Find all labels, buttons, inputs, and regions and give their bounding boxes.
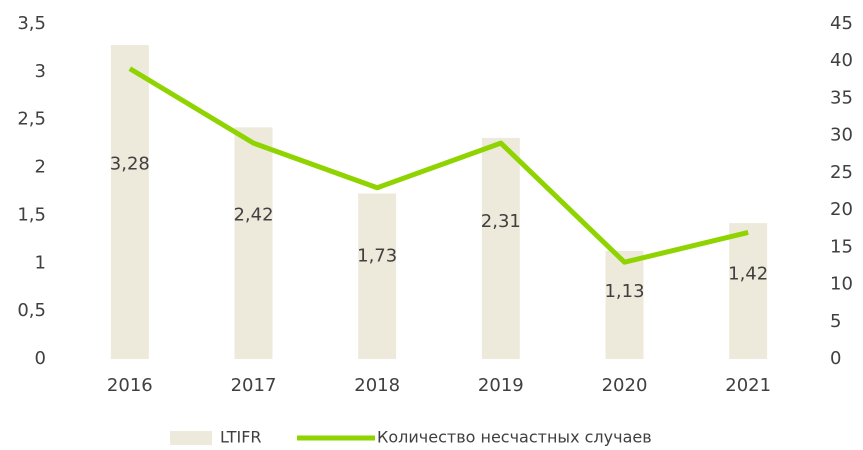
x-tick-label: 2016: [107, 375, 153, 396]
data-label: 2,42: [233, 204, 273, 225]
data-label: 3,28: [110, 153, 150, 174]
legend-label: Количество несчастных случаев: [377, 428, 652, 447]
x-tick-label: 2020: [602, 375, 648, 396]
x-tick-label: 2021: [725, 375, 771, 396]
x-tick-label: 2018: [354, 375, 400, 396]
y-tick-label: 1,5: [17, 204, 46, 225]
bar: [110, 45, 149, 360]
y2-tick-label: 10: [830, 274, 853, 295]
y2-tick-label: 25: [830, 162, 853, 183]
bar: [234, 127, 273, 359]
bar: [605, 250, 644, 359]
y2-tick-label: 45: [830, 13, 853, 34]
y2-tick-label: 0: [830, 348, 841, 369]
y-tick-label: 0: [35, 348, 46, 369]
data-label: 1,73: [357, 245, 397, 266]
y2-tick-label: 40: [830, 50, 853, 71]
bar: [481, 137, 520, 359]
y-tick-label: 2,5: [17, 109, 46, 130]
y-tick-label: 2: [35, 157, 46, 178]
data-label: 1,42: [728, 264, 768, 285]
y2-tick-label: 5: [830, 311, 841, 332]
legend-label: LTIFR: [220, 428, 262, 447]
bar: [358, 193, 397, 359]
data-label: 1,13: [604, 281, 644, 302]
bar: [729, 223, 768, 359]
y2-tick-label: 35: [830, 87, 853, 108]
y2-tick-label: 15: [830, 236, 853, 257]
y-tick-label: 1: [35, 252, 46, 273]
data-label: 2,31: [481, 211, 521, 232]
y2-tick-label: 20: [830, 199, 853, 220]
y-tick-label: 3,5: [17, 13, 46, 34]
y-tick-label: 3: [35, 61, 46, 82]
x-tick-label: 2019: [478, 375, 524, 396]
line: [128, 66, 749, 265]
y2-tick-label: 30: [830, 125, 853, 146]
legend-swatch: [170, 431, 212, 445]
y-tick-label: 0,5: [17, 300, 46, 321]
x-tick-label: 2017: [231, 375, 277, 396]
